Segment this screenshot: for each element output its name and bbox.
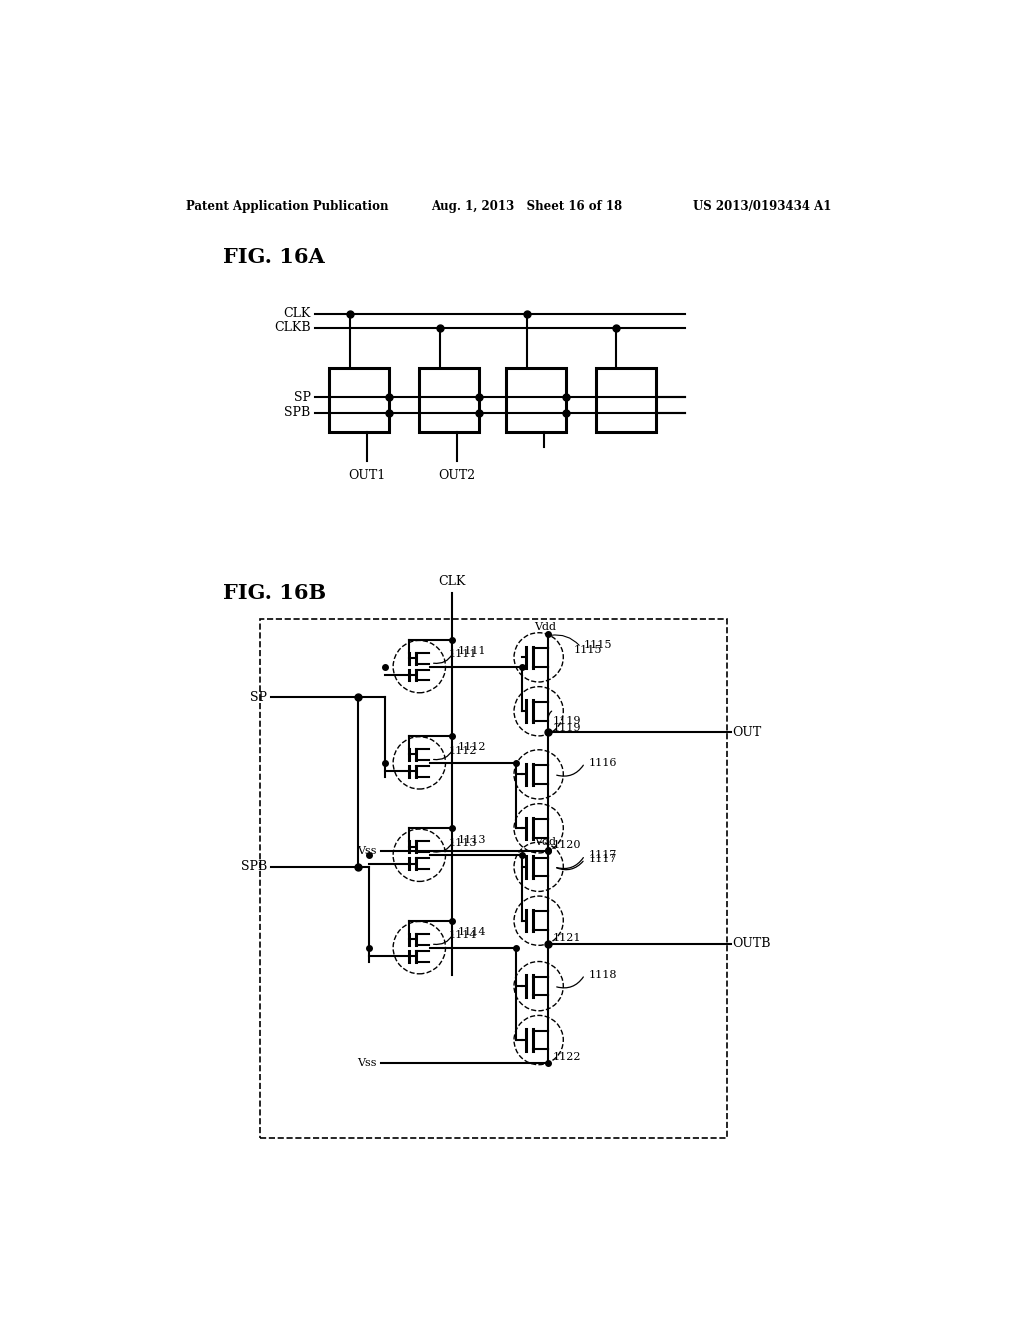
Text: 1122: 1122 (553, 1052, 581, 1063)
Text: US 2013/0193434 A1: US 2013/0193434 A1 (692, 199, 831, 213)
Text: CLK: CLK (438, 576, 466, 589)
Text: 1116: 1116 (589, 758, 617, 768)
Text: OUT2: OUT2 (438, 469, 475, 482)
Text: SP: SP (250, 690, 267, 704)
Text: 1112: 1112 (458, 742, 486, 752)
Text: OUT1: OUT1 (348, 469, 386, 482)
Text: FIG. 16B: FIG. 16B (223, 583, 326, 603)
Text: SPB: SPB (241, 861, 267, 874)
Text: Patent Application Publication: Patent Application Publication (186, 199, 388, 213)
Bar (330, 368, 389, 432)
Text: 1117: 1117 (589, 854, 617, 865)
Text: FIG. 16A: FIG. 16A (223, 247, 325, 267)
Bar (506, 368, 566, 432)
Text: SPB: SPB (285, 407, 310, 418)
Text: 1114: 1114 (458, 927, 486, 937)
Text: 1113: 1113 (449, 838, 477, 847)
Text: 1118: 1118 (589, 970, 617, 979)
Text: 1121: 1121 (553, 933, 581, 942)
Text: OUTB: OUTB (733, 937, 771, 950)
Bar (260, 619, 727, 1138)
Text: 1113: 1113 (458, 834, 486, 845)
Text: SP: SP (294, 391, 310, 404)
Text: 1120: 1120 (553, 841, 581, 850)
Bar (596, 368, 655, 432)
Text: 1115: 1115 (584, 640, 611, 649)
Text: CLK: CLK (284, 308, 310, 321)
Text: Vss: Vss (357, 846, 377, 857)
Text: 1112: 1112 (449, 746, 477, 755)
Text: 1117: 1117 (589, 850, 617, 861)
Text: Vdd: Vdd (535, 622, 556, 631)
Text: 1119: 1119 (553, 723, 581, 733)
Text: 1115: 1115 (573, 644, 602, 655)
Text: 1119: 1119 (553, 715, 581, 726)
Text: Vss: Vss (357, 1059, 377, 1068)
Text: Aug. 1, 2013   Sheet 16 of 18: Aug. 1, 2013 Sheet 16 of 18 (431, 199, 622, 213)
Text: CLKB: CLKB (274, 321, 310, 334)
Bar (419, 368, 479, 432)
Text: 1111: 1111 (458, 647, 486, 656)
Text: Vdd: Vdd (535, 837, 556, 847)
Text: 1114: 1114 (449, 931, 477, 940)
Text: 1111: 1111 (449, 649, 477, 659)
Text: OUT: OUT (733, 726, 762, 739)
